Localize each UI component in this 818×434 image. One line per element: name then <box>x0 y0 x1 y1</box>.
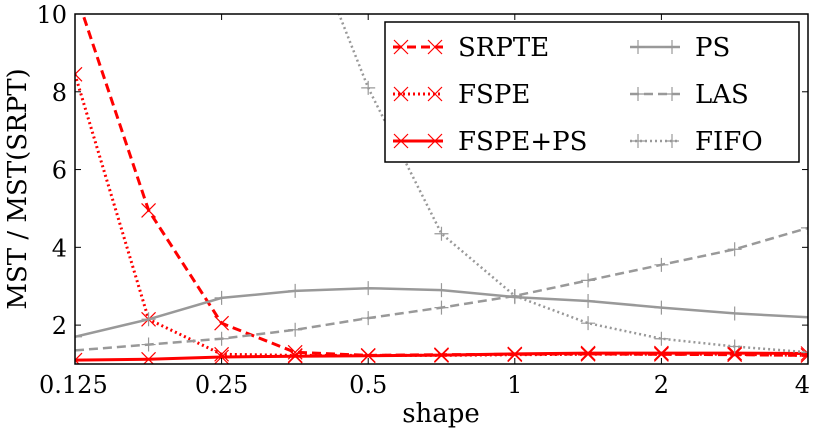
data-point-fspe-ps <box>507 346 523 362</box>
legend-frame <box>384 21 800 163</box>
y-axis-label: MST / MST(SRPT) <box>3 68 33 309</box>
data-point-las <box>75 343 82 358</box>
y-tick-label: 4 <box>52 234 67 262</box>
series-fspe-ps <box>75 345 808 364</box>
legend-entry-ps: PS <box>630 33 730 63</box>
ticks-layer <box>74 13 809 364</box>
legend-label-fspe: FSPE <box>458 80 530 110</box>
data-point-srpte <box>214 315 230 331</box>
data-point-fifo <box>727 339 742 354</box>
x-axis-label: shape <box>402 399 480 429</box>
x-tick-label: 0.25 <box>195 371 248 399</box>
x-tick-label: 0.125 <box>39 371 108 399</box>
series-fifo <box>337 14 808 360</box>
legend-entry-fifo: FIFO <box>630 127 763 157</box>
legend-label-fifo: FIFO <box>695 127 763 157</box>
y-tick-label: 10 <box>36 1 67 29</box>
legend-entry-las: LAS <box>630 80 749 110</box>
legend-entry-fspe-ps: FSPE+PS <box>393 127 587 157</box>
legend-marker-las <box>665 87 679 101</box>
data-point-srpte <box>141 202 156 218</box>
legend-marker-fspe-ps <box>393 133 409 149</box>
data-point-fspe <box>75 66 83 82</box>
data-point-ps <box>581 294 596 308</box>
legend: SRPTE FSPE FSPE+PS PS LAS FIFO <box>384 21 800 163</box>
series-line-fspe-ps <box>75 351 808 362</box>
y-tick-label: 8 <box>52 79 67 107</box>
legend-label-las: LAS <box>695 80 749 110</box>
data-point-fifo <box>654 331 669 346</box>
legend-marker-ps <box>665 40 679 54</box>
data-point-las <box>361 311 376 326</box>
data-point-fifo <box>434 226 449 241</box>
legend-marker-fspe <box>427 86 443 102</box>
data-point-las <box>727 242 742 257</box>
data-point-fspe-ps <box>580 345 596 361</box>
legend-marker-srpte <box>393 39 409 55</box>
data-point-fifo <box>361 80 376 95</box>
data-point-las <box>214 331 229 346</box>
x-tick-label: 1 <box>507 371 522 399</box>
data-point-ps <box>801 310 808 325</box>
legend-label-fspe-ps: FSPE+PS <box>458 127 587 157</box>
legend-entry-srpte: SRPTE <box>393 33 549 63</box>
data-point-ps <box>654 300 669 315</box>
data-point-las <box>141 337 156 352</box>
data-point-fspe-ps <box>75 352 83 364</box>
legend-label-ps: PS <box>695 33 730 63</box>
data-point-ps <box>727 306 742 321</box>
x-tick-label: 4 <box>795 371 810 399</box>
x-tick-label: 2 <box>654 371 669 399</box>
series-layer <box>75 14 808 364</box>
data-point-las <box>288 322 303 337</box>
series-ps <box>75 281 808 344</box>
x-tick-label: 0.5 <box>349 371 387 399</box>
data-point-fspe-ps <box>287 348 303 364</box>
legend-marker-fifo <box>631 134 645 148</box>
legend-entry-fspe: FSPE <box>393 80 530 110</box>
data-point-fspe-ps <box>434 347 449 363</box>
data-point-ps <box>288 283 303 298</box>
legend-marker-srpte <box>427 39 443 55</box>
data-point-fspe-ps <box>800 346 808 361</box>
data-point-las <box>434 300 449 315</box>
data-point-ps <box>361 281 376 296</box>
data-point-ps <box>75 329 82 344</box>
data-point-fifo <box>581 316 596 331</box>
data-point-fspe-ps <box>214 349 230 364</box>
data-point-ps <box>434 283 449 298</box>
legend-label-srpte: SRPTE <box>458 33 549 63</box>
data-point-fspe-ps <box>360 348 376 364</box>
data-point-fspe-ps <box>653 345 669 361</box>
legend-marker-las <box>631 87 645 101</box>
data-point-las <box>654 257 669 272</box>
legend-marker-fifo <box>665 134 679 148</box>
data-point-las <box>581 273 596 288</box>
data-point-fspe <box>214 346 230 362</box>
legend-marker-ps <box>631 40 645 54</box>
legend-marker-fspe <box>393 86 409 102</box>
y-tick-label: 2 <box>52 312 67 340</box>
data-point-fifo <box>801 345 808 360</box>
series-las <box>75 220 808 358</box>
ticklabel-layer: 0.125 0.25 0.5 1 2 4 2 4 6 8 10 <box>36 1 810 399</box>
data-point-las <box>801 220 808 235</box>
y-tick-label: 6 <box>52 157 67 185</box>
legend-marker-fspe-ps <box>427 133 443 149</box>
data-point-fifo <box>507 288 522 303</box>
data-point-ps <box>141 312 156 327</box>
plot-frame <box>74 13 809 365</box>
data-point-ps <box>214 290 229 305</box>
